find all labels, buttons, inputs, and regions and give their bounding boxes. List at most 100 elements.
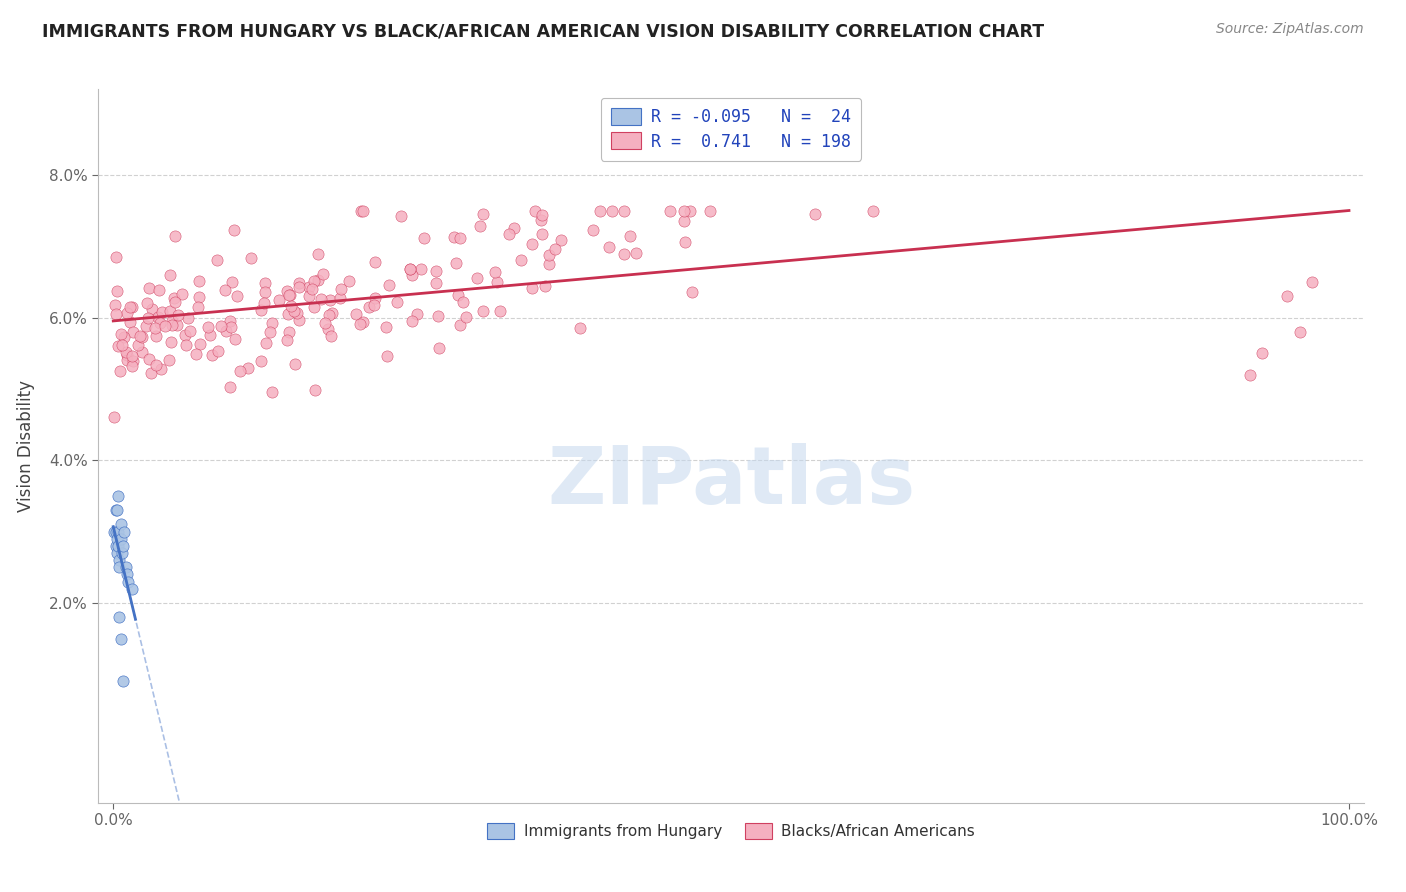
Point — [298, 289, 321, 303]
Point — [602, 203, 624, 218]
Point — [240, 251, 263, 265]
Point — [537, 248, 560, 262]
Point — [502, 220, 524, 235]
Point — [112, 539, 135, 553]
Point — [104, 308, 127, 322]
Point — [277, 307, 299, 321]
Point — [387, 294, 409, 309]
Point — [253, 285, 276, 299]
Point — [187, 301, 209, 315]
Point — [120, 300, 142, 314]
Point — [679, 203, 702, 218]
Point — [471, 304, 494, 318]
Point — [121, 359, 143, 374]
Point — [121, 354, 143, 368]
Point — [253, 277, 276, 291]
Point — [288, 276, 311, 290]
Point — [283, 304, 305, 318]
Point — [138, 351, 160, 366]
Point — [484, 264, 506, 278]
Point — [453, 294, 475, 309]
Point — [465, 271, 488, 285]
Point — [104, 250, 127, 264]
Point — [167, 308, 190, 322]
Point — [112, 674, 135, 689]
Point — [259, 326, 281, 340]
Point — [131, 345, 153, 359]
Point — [425, 263, 447, 277]
Point — [112, 524, 135, 539]
Y-axis label: Vision Disability: Vision Disability — [17, 380, 35, 512]
Point — [1288, 325, 1310, 339]
Point — [427, 342, 450, 356]
Point — [108, 364, 131, 378]
Point — [262, 384, 284, 399]
Point — [364, 292, 387, 306]
Point — [862, 203, 884, 218]
Point — [160, 335, 183, 350]
Point — [165, 294, 187, 309]
Point — [454, 310, 477, 325]
Point — [598, 240, 620, 254]
Point — [103, 524, 125, 539]
Point — [321, 306, 343, 320]
Point — [472, 207, 495, 221]
Point — [302, 274, 325, 288]
Point — [170, 286, 193, 301]
Point — [446, 287, 468, 301]
Point — [283, 358, 305, 372]
Point — [174, 328, 197, 343]
Point — [443, 230, 465, 244]
Point — [221, 275, 243, 289]
Point — [349, 317, 371, 331]
Point — [108, 610, 131, 624]
Point — [107, 539, 129, 553]
Point — [319, 329, 342, 343]
Point — [352, 315, 374, 329]
Point — [426, 309, 449, 323]
Point — [301, 282, 323, 296]
Point — [520, 280, 543, 294]
Point — [136, 310, 159, 325]
Point — [224, 332, 246, 346]
Point — [188, 274, 211, 288]
Point — [184, 347, 207, 361]
Point — [108, 560, 131, 574]
Point — [150, 305, 173, 319]
Point — [141, 366, 163, 380]
Point — [307, 246, 329, 260]
Point — [329, 291, 352, 305]
Point — [250, 303, 273, 318]
Point — [672, 214, 695, 228]
Point — [374, 319, 396, 334]
Point — [529, 213, 551, 227]
Point — [219, 320, 242, 334]
Point — [267, 293, 290, 308]
Point — [141, 301, 163, 316]
Point — [121, 349, 143, 363]
Point — [197, 319, 219, 334]
Point — [411, 261, 433, 276]
Point — [110, 532, 132, 546]
Point — [498, 227, 520, 241]
Point — [425, 276, 447, 290]
Point — [522, 237, 544, 252]
Point — [121, 301, 143, 315]
Point — [309, 292, 332, 306]
Point — [114, 330, 136, 344]
Point — [198, 328, 221, 343]
Point — [319, 293, 342, 307]
Point — [250, 354, 273, 368]
Point — [672, 203, 695, 218]
Point — [117, 306, 139, 320]
Point — [288, 280, 311, 294]
Point — [135, 319, 157, 334]
Point — [105, 546, 128, 560]
Point — [613, 246, 636, 260]
Point — [391, 209, 413, 223]
Point — [148, 310, 170, 324]
Point — [285, 306, 308, 320]
Point — [115, 352, 138, 367]
Point — [149, 316, 172, 330]
Point — [117, 574, 139, 589]
